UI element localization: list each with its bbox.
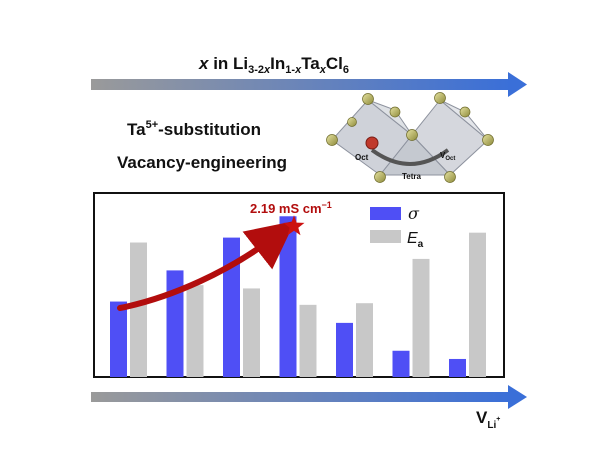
migration-path [370, 148, 450, 166]
anion-ball [444, 171, 456, 183]
anion-ball [459, 106, 471, 118]
bottom-gradient-arrow [91, 385, 527, 409]
conductivity-annotation: 2.19 mS cm−1 [250, 200, 332, 216]
anion-ball [347, 117, 357, 127]
top-arrow-head [508, 72, 527, 97]
anion-ball [374, 171, 386, 183]
substitution-label: Ta5+-substitution [127, 119, 261, 139]
anion-ball [389, 106, 401, 118]
bar-ea-6 [412, 258, 430, 377]
bar-sigma-6 [392, 350, 410, 377]
oct-site-cation [365, 136, 379, 150]
anion-ball [434, 92, 446, 104]
max-conductivity-star [283, 215, 305, 236]
top-gradient-arrow [91, 72, 527, 97]
crystal-structure-illustration: Oct VOct Tetra [326, 92, 494, 183]
chart-frame [93, 192, 505, 378]
bar-ea-1 [130, 242, 147, 377]
tetrahedron [378, 134, 452, 176]
conductivity-trend-arrow [117, 220, 296, 311]
oct-label: Oct [355, 153, 369, 162]
vacancy-label: Vacancy-engineering [117, 153, 287, 172]
bar-sigma-5 [336, 322, 353, 377]
legend: σ Ea [370, 204, 424, 250]
voct-label: VOct [440, 151, 455, 162]
anion-ball [482, 134, 494, 146]
bar-sigma-1 [110, 301, 127, 377]
legend-swatch-sigma [370, 207, 401, 220]
tetra-label: Tetra [402, 172, 422, 181]
bars-layer [110, 216, 486, 377]
bar-ea-3 [243, 288, 260, 377]
anion-ball [362, 93, 374, 105]
bar-sigma-2 [166, 270, 184, 377]
bar-ea-7 [469, 232, 486, 377]
bottom-arrow-head [508, 385, 527, 409]
bar-sigma-7 [449, 358, 466, 377]
legend-label-sigma: σ [408, 204, 420, 223]
x-axis-title: x in Li3-2xIn1-xTaxCl6 [198, 54, 349, 76]
bar-ea-2 [186, 285, 204, 377]
bar-sigma-4 [279, 216, 297, 377]
anion-ball [406, 129, 418, 141]
vacancy-axis-label: VLi+ [476, 408, 500, 431]
bar-ea-4 [299, 304, 317, 377]
anion-ball [326, 134, 338, 146]
bar-ea-5 [356, 303, 373, 377]
bar-sigma-3 [223, 237, 240, 377]
legend-swatch-ea [370, 230, 401, 243]
